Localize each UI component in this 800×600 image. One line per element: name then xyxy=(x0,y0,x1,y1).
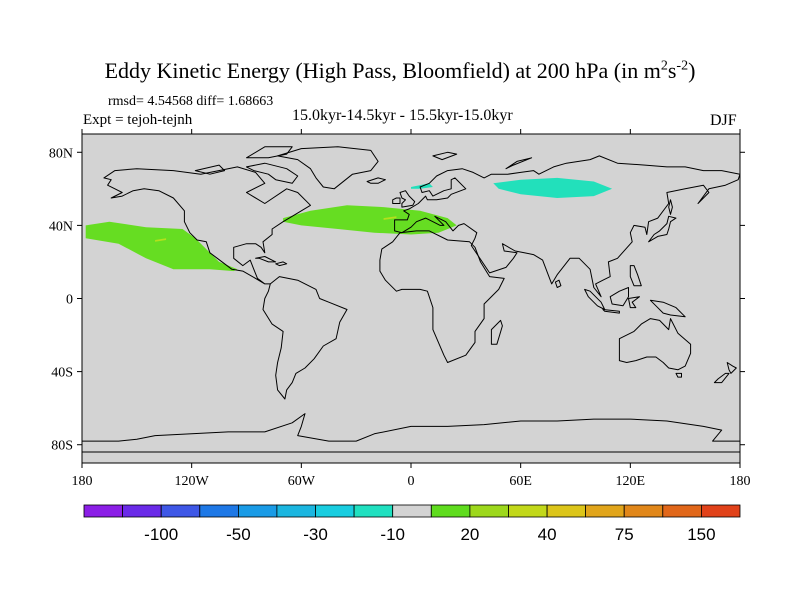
coastline-australia xyxy=(618,318,692,371)
colorbar-box xyxy=(315,504,355,518)
colorbar-label: 40 xyxy=(538,525,557,544)
lon-tick-label: 180 xyxy=(72,474,93,489)
coastline-eurasia xyxy=(394,155,740,298)
colorbar-box xyxy=(585,504,625,518)
colorbar-label: 150 xyxy=(687,525,715,544)
coastline-japan xyxy=(648,215,677,243)
colorbar-box xyxy=(701,504,741,518)
colorbar-label: -10 xyxy=(380,525,405,544)
colorbar-box xyxy=(662,504,702,518)
lat-tick-label: 40N xyxy=(49,219,73,234)
colorbar-box xyxy=(199,504,239,518)
coastline-antarctica xyxy=(82,413,740,453)
colorbar-label: -50 xyxy=(226,525,251,544)
coastline-hispaniola xyxy=(275,261,288,267)
lon-tick-label: 60E xyxy=(509,474,532,489)
colorbar-box xyxy=(546,504,587,518)
anomaly-north-pacific-core xyxy=(155,238,167,242)
coastline-britain xyxy=(399,190,416,208)
colorbar-box xyxy=(430,504,471,518)
lat-tick-label: 0 xyxy=(66,293,73,308)
lon-tick-label: 180 xyxy=(730,474,751,489)
lat-tick-label: 40S xyxy=(51,366,73,381)
colorbar-box xyxy=(508,504,548,518)
colorbar-box xyxy=(83,504,123,518)
coastline-sulawesi xyxy=(628,296,640,309)
coastline-iceland xyxy=(366,177,386,184)
title-exponent-1: 2 xyxy=(660,58,668,74)
colorbar-label: -100 xyxy=(144,525,178,544)
colorbar-box xyxy=(160,504,201,518)
coastline-victoria-island xyxy=(194,164,226,175)
coastline-south-america xyxy=(262,276,348,400)
coastline-new-guinea xyxy=(649,299,686,318)
colorbar-box xyxy=(353,504,394,518)
colorbar-box xyxy=(623,504,664,518)
lat-tick-label: 80N xyxy=(49,146,73,161)
map-content xyxy=(82,146,740,453)
map-background xyxy=(82,134,740,463)
coastline-baffin-island xyxy=(246,162,299,184)
colorbar-box xyxy=(469,504,509,518)
chart-title: Eddy Kinetic Energy (High Pass, Bloomfie… xyxy=(0,58,800,84)
colorbar-label: 75 xyxy=(615,525,634,544)
coastline-new-zealand-north xyxy=(726,362,737,374)
colorbar-label: 20 xyxy=(460,525,479,544)
title-main: Eddy Kinetic Energy (High Pass, Bloomfie… xyxy=(104,58,661,83)
anomaly-siberia-negative xyxy=(493,177,613,198)
coastline-borneo xyxy=(609,287,629,307)
colorbar-box xyxy=(122,504,162,518)
coastline-novaya-zemlya xyxy=(505,157,533,170)
coastline-africa xyxy=(379,230,505,363)
lon-tick-label: 120W xyxy=(175,474,210,489)
lat-tick-label: 80S xyxy=(51,439,73,454)
coastline-new-zealand-south xyxy=(713,372,730,384)
anomaly-north-pacific-positive xyxy=(85,221,238,272)
period-label: 15.0kyr-14.5kyr - 15.5kyr-15.0kyr xyxy=(292,107,513,124)
colorbar-box xyxy=(392,504,432,518)
colorbar-label: -30 xyxy=(303,525,328,544)
title-exponent-2: -2 xyxy=(676,58,689,74)
coastline-philippines xyxy=(629,265,642,287)
title-mid: s xyxy=(667,58,677,83)
title-end: ) xyxy=(688,58,696,83)
coastline-ellesmere-island xyxy=(246,146,293,159)
coastline-north-america xyxy=(103,166,311,285)
anomaly-north-atlantic-positive xyxy=(283,205,457,235)
colorbar-box xyxy=(237,504,278,518)
coastline-java xyxy=(602,309,620,314)
colorbar-box xyxy=(276,504,316,518)
coastline-cuba xyxy=(255,256,277,263)
stats-label: rmsd= 4.54568 diff= 1.68663 xyxy=(108,94,274,109)
season-label: DJF xyxy=(710,112,737,129)
coastline-sri-lanka xyxy=(554,279,562,288)
lon-tick-label: 120E xyxy=(616,474,646,489)
experiment-label: Expt = tejoh-tejnh xyxy=(83,112,193,128)
lon-tick-label: 60W xyxy=(288,474,316,489)
coastline-madagascar xyxy=(490,319,503,345)
coastline-ireland xyxy=(392,197,401,204)
coastline-tasmania xyxy=(675,372,682,378)
anomaly-north-atlantic-core xyxy=(383,216,397,220)
lon-tick-label: 0 xyxy=(408,474,415,489)
coastline-svalbard xyxy=(432,151,458,161)
coastline-sakhalin xyxy=(668,199,673,215)
coastline-greenland xyxy=(277,146,379,190)
